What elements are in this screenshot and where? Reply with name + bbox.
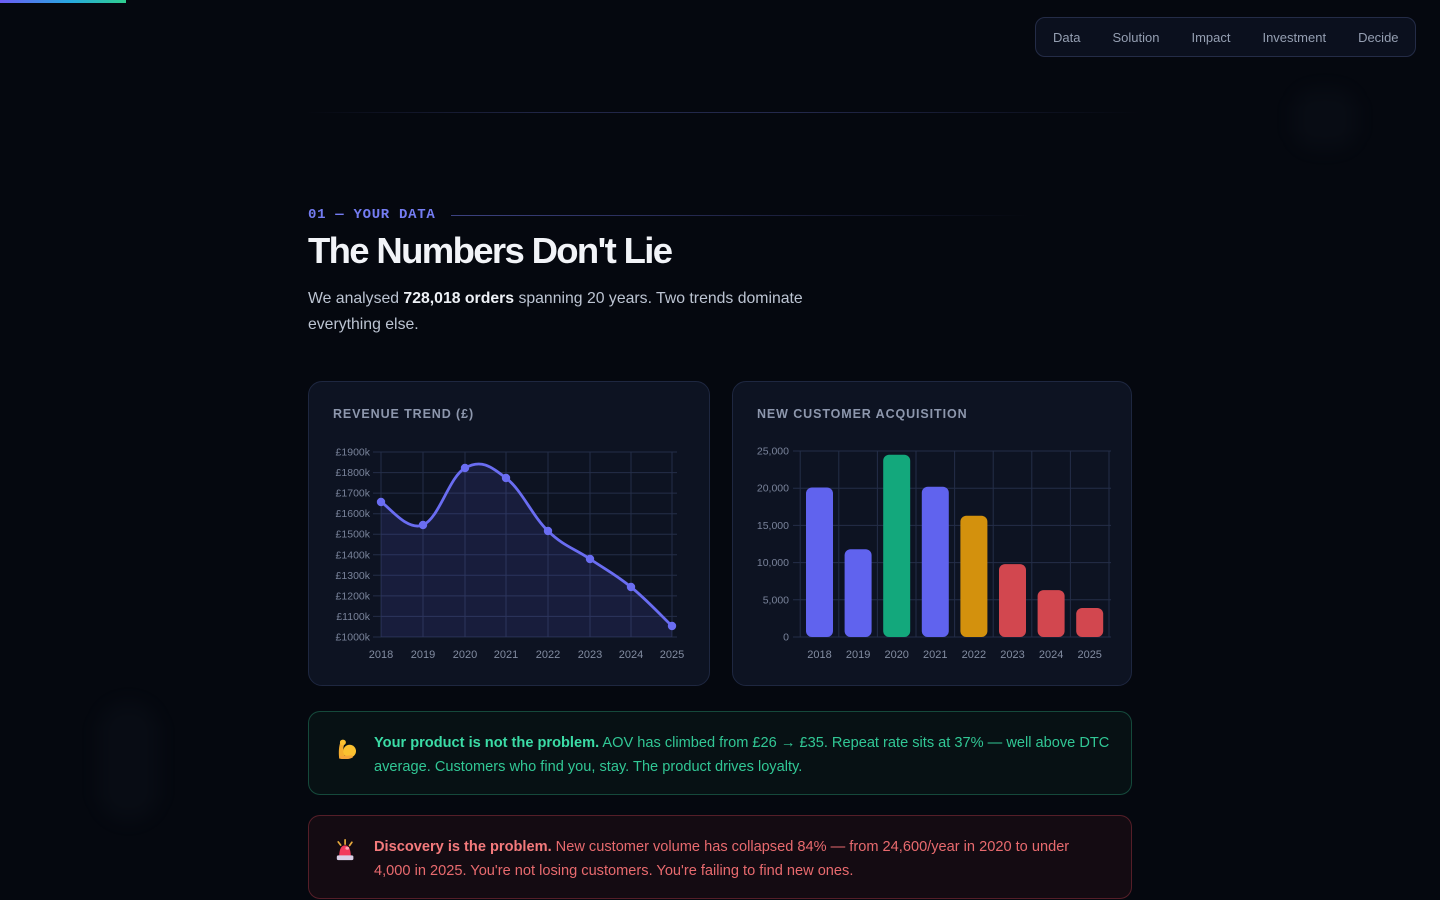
svg-text:£1400k: £1400k <box>336 549 371 561</box>
svg-text:2021: 2021 <box>494 649 518 661</box>
svg-text:2024: 2024 <box>619 649 643 661</box>
svg-text:£1200k: £1200k <box>336 590 371 602</box>
svg-text:0: 0 <box>783 632 789 644</box>
svg-text:2023: 2023 <box>578 649 602 661</box>
svg-text:£1300k: £1300k <box>336 570 371 582</box>
svg-text:2022: 2022 <box>962 649 986 661</box>
svg-text:2024: 2024 <box>1039 649 1063 661</box>
svg-text:2020: 2020 <box>453 649 477 661</box>
svg-text:2020: 2020 <box>884 649 908 661</box>
svg-text:2018: 2018 <box>369 649 393 661</box>
svg-text:5,000: 5,000 <box>763 594 789 606</box>
svg-text:£1900k: £1900k <box>336 447 371 459</box>
svg-text:20,000: 20,000 <box>757 483 789 495</box>
svg-text:£1600k: £1600k <box>336 508 371 520</box>
svg-text:25,000: 25,000 <box>757 446 789 458</box>
svg-text:15,000: 15,000 <box>757 520 789 532</box>
svg-text:2025: 2025 <box>1077 649 1101 661</box>
svg-text:£1100k: £1100k <box>336 611 370 623</box>
svg-text:2019: 2019 <box>411 649 435 661</box>
svg-text:2021: 2021 <box>923 649 947 661</box>
svg-text:2018: 2018 <box>807 649 831 661</box>
svg-text:2022: 2022 <box>536 649 560 661</box>
svg-text:£1700k: £1700k <box>336 488 371 500</box>
svg-text:2019: 2019 <box>846 649 870 661</box>
svg-text:£1000k: £1000k <box>336 632 371 644</box>
svg-text:2025: 2025 <box>660 649 684 661</box>
svg-text:10,000: 10,000 <box>757 557 789 569</box>
svg-text:2023: 2023 <box>1000 649 1024 661</box>
svg-text:£1500k: £1500k <box>336 529 371 541</box>
svg-text:£1800k: £1800k <box>336 467 371 479</box>
